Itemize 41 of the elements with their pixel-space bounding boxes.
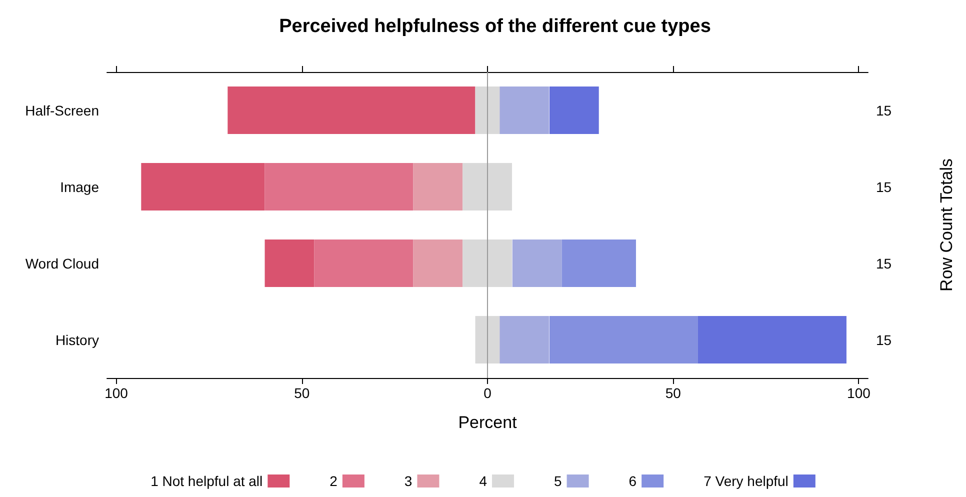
x-tick-label: 100 — [847, 385, 871, 401]
y-tick-label: Image — [60, 178, 100, 195]
legend-label: 5 — [554, 473, 562, 489]
bar — [314, 240, 414, 287]
bar — [698, 316, 846, 364]
bar — [549, 316, 698, 364]
bar — [462, 240, 512, 287]
bar — [512, 240, 562, 287]
bar — [562, 240, 636, 287]
bar — [141, 163, 265, 210]
y-tick-label: Word Cloud — [25, 255, 99, 272]
bar — [228, 86, 476, 134]
bar — [264, 240, 314, 287]
bar — [413, 163, 463, 210]
text: 15 — [876, 178, 892, 195]
bar — [462, 163, 512, 210]
y2-axis-title: Row Count Totals — [937, 158, 956, 292]
bar — [413, 240, 463, 287]
text: 15 — [876, 102, 892, 118]
legend-label: 3 — [404, 473, 412, 489]
bar — [549, 86, 599, 134]
bar — [475, 316, 500, 364]
legend-label: 4 — [479, 473, 488, 489]
text: 15 — [876, 255, 892, 272]
bar — [500, 316, 550, 364]
text: 15 — [876, 332, 892, 348]
bar — [500, 86, 550, 134]
y-tick-label: History — [55, 332, 99, 348]
legend-label: 7 Very helpful — [704, 473, 788, 489]
x-tick-label: 0 — [484, 385, 492, 401]
x-axis-title: Percent — [458, 413, 518, 432]
legend-label: 6 — [628, 473, 637, 489]
x-tick-label: 100 — [104, 385, 128, 401]
chart-title: Perceived helpfulness of the different cue types — [279, 16, 711, 37]
bar — [475, 86, 500, 134]
bar — [264, 163, 414, 210]
x-tick-label: 50 — [665, 385, 682, 401]
y-tick-label: Half-Screen — [25, 102, 99, 118]
legend-label: 2 — [330, 473, 338, 489]
x-tick-label: 50 — [294, 385, 310, 401]
legend-label: 1 Not helpful at all — [150, 473, 263, 489]
